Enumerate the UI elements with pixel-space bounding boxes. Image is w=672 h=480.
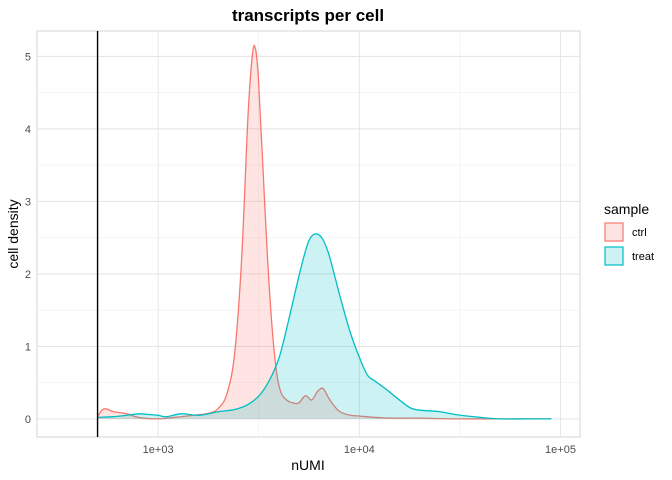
y-tick-label: 1 — [25, 341, 31, 353]
series-layer — [97, 44, 552, 420]
density-line-treat — [97, 233, 552, 420]
panel-border — [36, 30, 581, 438]
legend-title: sample — [604, 201, 649, 217]
x-tick-label: 1e+04 — [344, 444, 375, 456]
legend-label-ctrl: ctrl — [632, 227, 647, 239]
legend-key-bg — [604, 246, 624, 266]
y-axis-ticks: 0 1 2 3 4 5 — [25, 51, 31, 426]
legend-key-treat — [604, 246, 624, 266]
chart-title: transcripts per cell — [232, 6, 384, 25]
density-area-treat — [97, 233, 552, 419]
grid-major — [37, 31, 580, 437]
y-axis-title: cell density — [5, 199, 21, 268]
density-line-ctrl — [97, 44, 552, 420]
x-axis-ticks: 1e+03 1e+04 1e+05 — [143, 444, 576, 456]
legend-items: ctrl treat — [604, 222, 654, 266]
x-axis-title: nUMI — [291, 457, 324, 473]
x-tick-label: 1e+05 — [545, 444, 576, 456]
legend-key-ctrl — [604, 222, 624, 242]
y-tick-label: 4 — [25, 124, 31, 136]
y-tick-label: 2 — [25, 269, 31, 281]
plot-panel — [36, 30, 581, 438]
legend: sample ctrl treat — [604, 201, 654, 266]
x-tick-label: 1e+03 — [143, 444, 174, 456]
legend-key-bg — [604, 222, 624, 242]
y-tick-label: 3 — [25, 196, 31, 208]
grid-minor — [37, 31, 580, 437]
legend-label-treat: treat — [632, 251, 654, 263]
y-tick-label: 5 — [25, 51, 31, 63]
y-tick-label: 0 — [25, 414, 31, 426]
